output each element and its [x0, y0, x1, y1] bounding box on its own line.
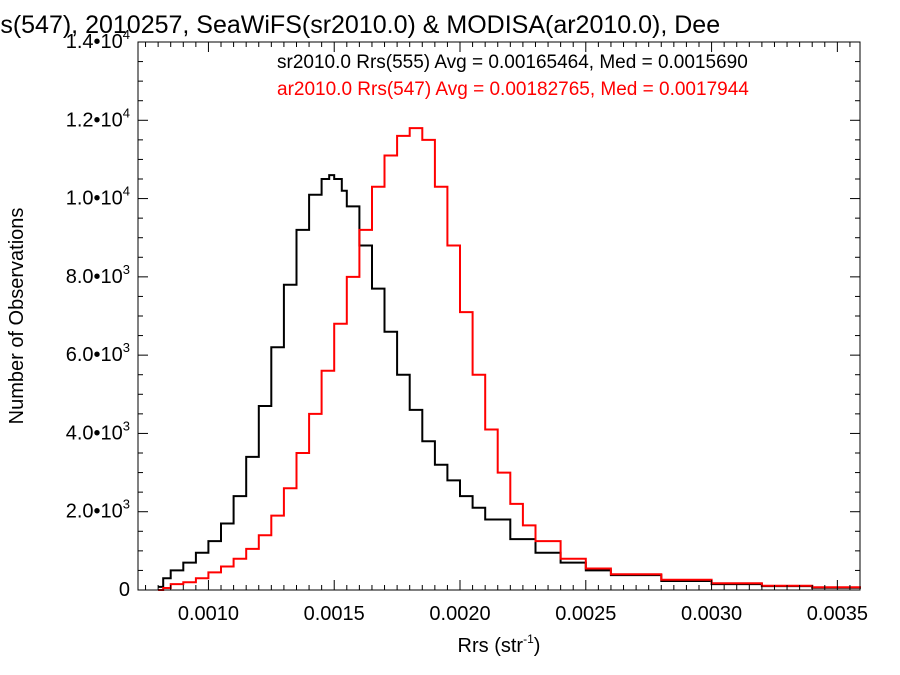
x-axis: 0.0010 0.0015 0.0020 0.0025 0.0030 0.0035	[145, 42, 868, 625]
x-tick-label-2: 0.0020	[429, 603, 490, 625]
y-tick-label-4: 8.0•103	[66, 262, 130, 288]
x-tick-label-1: 0.0015	[304, 603, 365, 625]
x-tick-label-0: 0.0010	[178, 603, 239, 625]
plot-frame	[137, 41, 861, 591]
y-tick-label-3: 6.0•103	[66, 340, 130, 366]
x-tick-label-4: 0.0030	[681, 603, 742, 625]
chart-title: rs(547), 2010257, SeaWiFS(sr2010.0) & MO…	[0, 11, 720, 39]
series-line-1	[158, 174, 861, 589]
y-tick-label-2: 4.0•103	[66, 418, 130, 444]
legend-entry-sr2010: sr2010.0 Rrs(555) Avg = 0.00165464, Med …	[277, 52, 748, 73]
y-tick-label-5: 1.0•104	[66, 184, 130, 210]
y-tick-label-1: 2.0•103	[66, 497, 130, 523]
y-tick-label-0: 0	[119, 579, 130, 601]
series-line-2	[158, 127, 861, 591]
x-tick-label-3: 0.0025	[555, 603, 616, 625]
x-axis-label: Rrs (str-1)	[458, 632, 541, 657]
legend: sr2010.0 Rrs(555) Avg = 0.00165464, Med …	[277, 52, 749, 100]
x-tick-label-5: 0.0035	[807, 603, 868, 625]
y-axis-label: Number of Observations	[6, 208, 28, 425]
y-axis: 0 2.0•103 4.0•103 6.0•103 8.0•103 1.0•104 1.2•…	[66, 27, 860, 601]
y-tick-label-7: 1.4•104	[66, 27, 130, 53]
plot-area	[158, 127, 861, 591]
legend-entry-ar2010: ar2010.0 Rrs(547) Avg = 0.00182765, Med …	[277, 79, 749, 100]
y-tick-label-6: 1.2•104	[66, 105, 130, 131]
